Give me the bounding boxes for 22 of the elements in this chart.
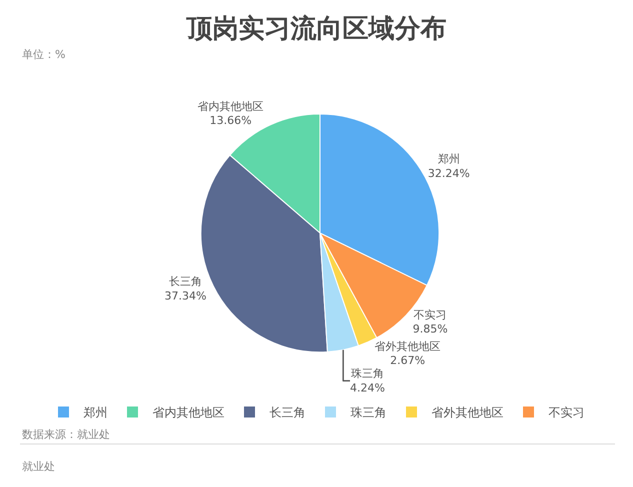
legend-label: 珠三角: [350, 406, 386, 420]
data-label: 9.85%: [412, 322, 448, 336]
slice-label: 珠三角: [350, 367, 384, 380]
data-label: 2.67%: [390, 354, 426, 368]
data-label: 4.24%: [350, 381, 385, 394]
slice-label: 省外其他地区: [374, 340, 441, 353]
legend-label: 长三角: [270, 406, 306, 420]
slice-label: 长三角: [169, 274, 202, 288]
chart-subtitle: 单位：%: [22, 48, 66, 61]
data-label: 13.66%: [210, 114, 252, 128]
slice-label: 省内其他地区: [198, 100, 264, 113]
data-label: 32.24%: [428, 166, 470, 180]
source-note: 数据来源：就业处: [22, 428, 110, 441]
legend-label: 省内其他地区: [152, 406, 224, 420]
data-label: 37.34%: [164, 289, 206, 302]
text: 就业处: [22, 460, 55, 473]
legend-label: 郑州: [84, 406, 108, 420]
slice-label: 不实习: [414, 308, 447, 322]
slice-label: 郑州: [438, 152, 460, 166]
legend-label: 省外其他地区: [432, 406, 504, 420]
legend-label: 不实习: [548, 406, 584, 420]
chart-title: 顶岗实习流向区域分布: [186, 14, 446, 44]
